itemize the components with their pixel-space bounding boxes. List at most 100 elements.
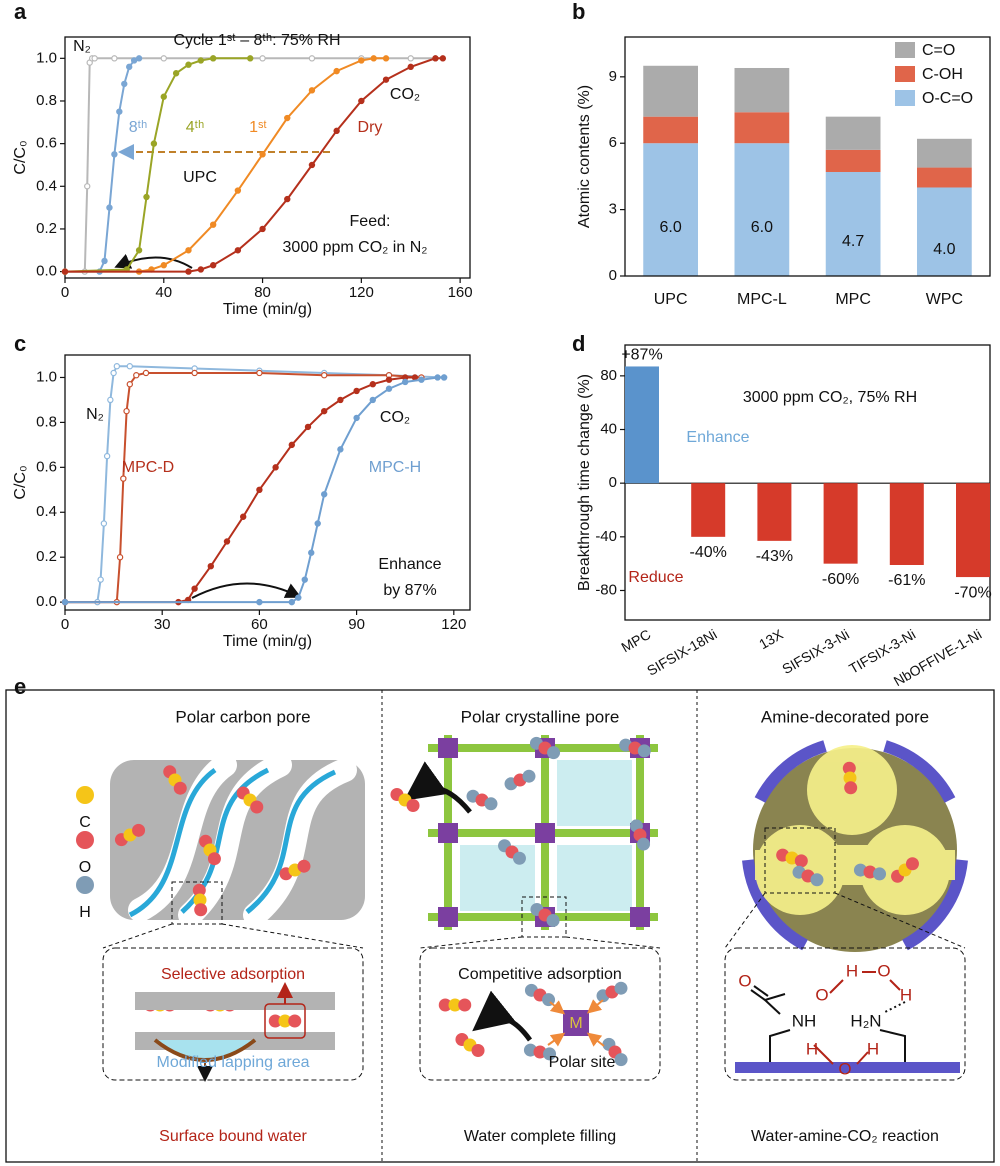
- data-point: [358, 97, 365, 105]
- inset-text: Polar site: [549, 1054, 616, 1071]
- value-label: -40%: [690, 544, 727, 561]
- annotation: Reduce: [628, 569, 683, 586]
- y-tick-label: -40: [595, 528, 617, 545]
- atom: [522, 769, 536, 783]
- water-cell: [557, 760, 632, 826]
- legend-label: O: [79, 859, 91, 876]
- panel-label: e: [14, 674, 26, 699]
- y-tick-label: 0.2: [36, 220, 57, 237]
- atom: [484, 797, 498, 811]
- x-tick-label: SIFSIX-18Ni: [644, 626, 719, 679]
- series-label: MPC-H: [369, 459, 421, 476]
- data-point: [126, 381, 134, 388]
- water-cell: [557, 845, 632, 911]
- zoom-line: [102, 923, 173, 949]
- data-point: [234, 187, 242, 194]
- atom: [547, 746, 561, 760]
- plot-frame: [624, 36, 991, 277]
- annotation: by 87%: [383, 582, 436, 599]
- inset-text: Selective adsorption: [161, 966, 305, 983]
- x-tick-label: 13X: [756, 626, 786, 653]
- bar: [757, 483, 792, 541]
- series-line: [65, 372, 422, 604]
- series-line: [65, 376, 445, 604]
- data-point: [333, 67, 340, 75]
- series-line: [65, 57, 140, 273]
- data-point: [321, 491, 328, 498]
- annotation: 3000 ppm CO₂, 75% RH: [743, 389, 917, 406]
- data-point: [321, 407, 328, 415]
- data-point: [284, 114, 291, 122]
- x-tick-label: UPC: [654, 291, 688, 308]
- surface: [735, 1062, 960, 1073]
- atom-o: [76, 831, 94, 849]
- data-point: [191, 369, 198, 377]
- arrow: [472, 990, 533, 1042]
- x-tick-label: 80: [254, 284, 271, 301]
- data-point: [259, 151, 266, 158]
- y-tick-label: 0.6: [36, 135, 57, 152]
- data-point: [407, 63, 414, 71]
- x-tick-label: 30: [154, 616, 171, 633]
- data-point: [110, 369, 117, 377]
- legend-label: C-OH: [922, 66, 963, 83]
- data-point: [259, 225, 266, 233]
- data-point: [407, 55, 414, 62]
- atom-label: O: [838, 1059, 851, 1078]
- atom-label: O: [877, 961, 890, 980]
- data-point: [308, 87, 316, 94]
- atom: [637, 837, 651, 851]
- atom: [905, 857, 919, 871]
- x-axis-label: Time (min/g): [223, 633, 312, 650]
- plot-frame: [64, 36, 471, 279]
- inset: [102, 947, 364, 1081]
- atom: [843, 771, 857, 785]
- atom-label: NH: [792, 1011, 817, 1030]
- inset-text: Modified lapping area: [157, 1054, 310, 1071]
- y-tick-label: 0.8: [36, 413, 57, 430]
- zoom-line: [565, 936, 661, 949]
- series-label: Dry: [358, 119, 383, 136]
- series-label: 1ˢᵗ: [249, 119, 267, 136]
- x-tick-label: MPC: [618, 626, 653, 655]
- data-point: [239, 513, 247, 520]
- atom: [297, 859, 311, 873]
- atom: [250, 800, 264, 814]
- caption: Water complete filling: [464, 1128, 616, 1145]
- atom: [471, 1044, 485, 1058]
- x-tick-label: 120: [349, 284, 374, 301]
- y-tick-label: 3: [609, 201, 617, 218]
- data-point: [272, 464, 279, 471]
- x-tick-label: MPC: [835, 291, 871, 308]
- bar: [889, 483, 924, 565]
- data-point: [418, 376, 425, 383]
- data-point: [100, 520, 108, 527]
- data-point: [126, 363, 134, 370]
- atom: [438, 998, 452, 1012]
- x-tick-label: 60: [251, 616, 268, 633]
- series-label: N₂: [86, 406, 104, 423]
- legend-swatch: [895, 42, 915, 58]
- data-point: [223, 538, 231, 545]
- inset: [724, 947, 966, 1081]
- series-line: [64, 57, 251, 273]
- data-point: [402, 378, 409, 386]
- x-tick-label: 0: [61, 616, 69, 633]
- value-label: 6.0: [660, 219, 682, 236]
- y-tick-label: 6: [609, 134, 617, 151]
- data-point: [358, 57, 365, 64]
- annotation: CO₂: [390, 86, 420, 103]
- data-point: [160, 262, 167, 269]
- caption: Water-amine-CO₂ reaction: [751, 1128, 939, 1145]
- data-point: [308, 549, 315, 556]
- bar: [625, 366, 659, 484]
- annotation: Cycle 1ˢᵗ – 8ᵗʰ: 75% RH: [173, 32, 340, 49]
- atom-label: H: [806, 1039, 818, 1058]
- atom: [614, 981, 628, 995]
- data-point: [337, 396, 344, 404]
- pore-wall: [742, 740, 968, 951]
- atom: [406, 799, 420, 813]
- atom: [614, 1053, 628, 1067]
- data-point: [143, 193, 150, 201]
- atom-label: H: [900, 985, 912, 1004]
